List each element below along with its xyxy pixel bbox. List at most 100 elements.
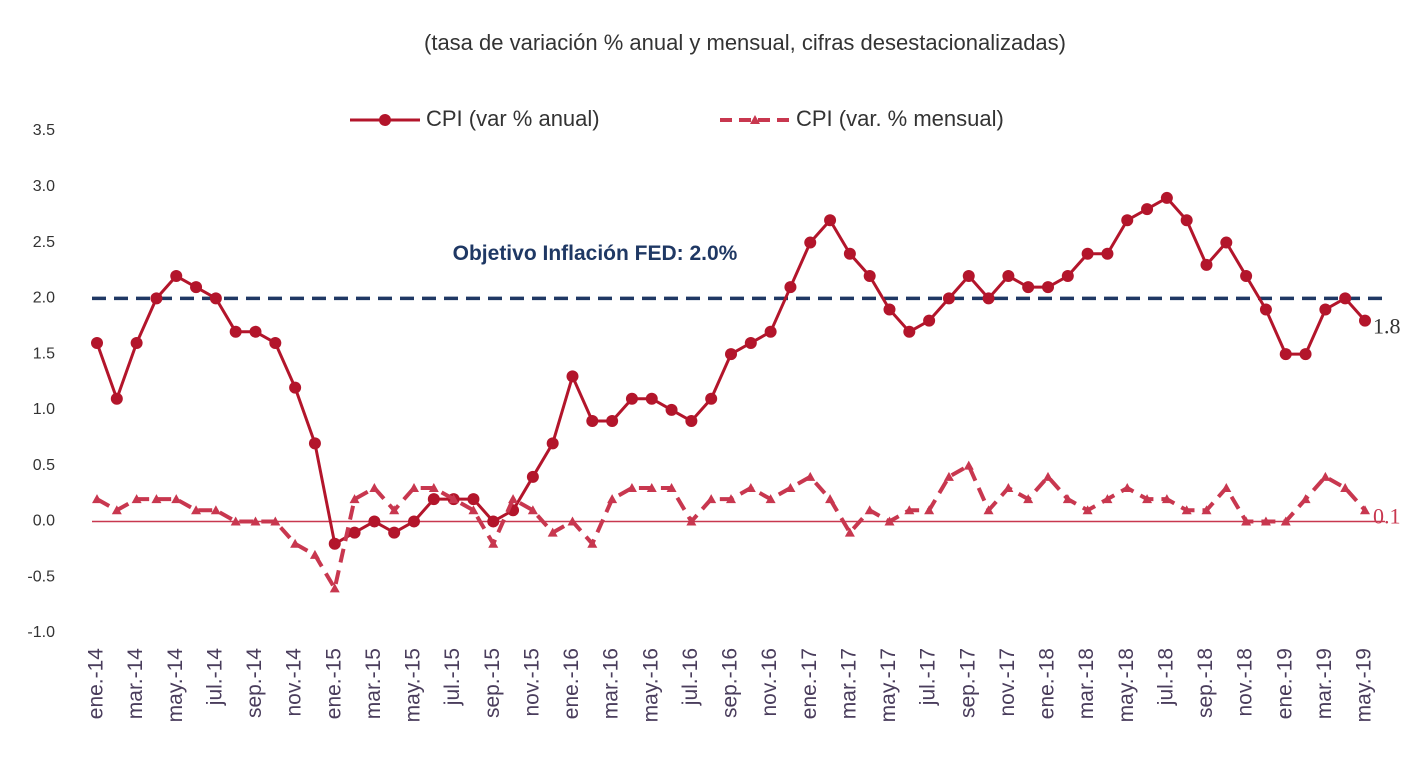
legend-marker: [750, 115, 760, 124]
series-line: [96, 463, 1367, 591]
point-marker: [646, 482, 657, 492]
x-tick-label: jul.-15: [441, 648, 464, 706]
point-marker: [645, 392, 658, 405]
x-tick-label: may.-17: [877, 648, 900, 722]
point-marker: [982, 292, 995, 305]
point-marker: [686, 516, 697, 526]
point-marker: [1081, 247, 1094, 260]
point-marker: [171, 494, 182, 504]
point-marker: [368, 515, 381, 528]
x-tick-label: may.-18: [1115, 648, 1138, 722]
point-marker: [1022, 281, 1035, 294]
point-marker: [805, 471, 816, 481]
point-marker: [706, 494, 717, 504]
y-tick-label: 1.5: [33, 345, 55, 362]
point-marker: [151, 494, 162, 504]
x-tick-label: may.-19: [1353, 648, 1376, 722]
x-tick-label: mar.-15: [362, 648, 385, 719]
point-marker: [804, 236, 817, 249]
point-marker: [725, 348, 737, 361]
point-marker: [566, 370, 579, 383]
point-marker: [665, 403, 678, 416]
x-tick-label: ene.-15: [322, 648, 345, 719]
point-marker: [467, 493, 480, 506]
point-marker: [1339, 292, 1352, 305]
point-marker: [942, 292, 955, 305]
x-tick-label: may.-15: [402, 648, 425, 722]
point-marker: [1360, 505, 1370, 515]
point-marker: [1320, 471, 1331, 481]
x-tick-label: jul.-18: [1154, 648, 1177, 706]
x-tick-label: mar.-14: [124, 648, 147, 720]
point-marker: [1220, 236, 1233, 249]
point-marker: [864, 505, 875, 515]
point-marker: [923, 314, 936, 327]
point-marker: [91, 336, 103, 349]
point-marker: [825, 494, 836, 504]
legend-label: CPI (var. % mensual): [796, 106, 1004, 131]
x-tick-label: nov.-16: [758, 648, 781, 717]
point-marker: [1061, 270, 1074, 283]
point-marker: [191, 505, 202, 515]
point-marker: [369, 482, 380, 492]
point-marker: [547, 527, 558, 537]
point-marker: [587, 538, 598, 548]
point-marker: [1003, 482, 1014, 492]
x-tick-label: ene.-19: [1273, 648, 1296, 719]
point-marker: [745, 482, 756, 492]
point-marker: [1340, 482, 1351, 492]
point-marker: [784, 281, 797, 294]
y-tick-label: 2.0: [33, 290, 55, 307]
point-marker: [487, 515, 500, 528]
point-marker: [546, 437, 559, 450]
point-marker: [348, 526, 361, 539]
point-marker: [1241, 516, 1252, 526]
target-label: Objetivo Inflación FED: 2.0%: [453, 242, 738, 265]
x-tick-label: mar.-19: [1313, 648, 1336, 719]
point-marker: [349, 494, 360, 504]
point-marker: [150, 292, 163, 305]
point-marker: [1180, 214, 1193, 227]
point-marker: [1279, 348, 1292, 361]
point-marker: [884, 516, 895, 526]
point-marker: [626, 482, 637, 492]
point-marker: [229, 325, 242, 338]
point-marker: [1260, 516, 1271, 526]
point-marker: [1201, 505, 1212, 515]
point-marker: [705, 392, 718, 405]
point-marker: [527, 505, 538, 515]
point-marker: [111, 505, 122, 515]
point-marker: [567, 516, 578, 526]
point-marker: [1200, 258, 1213, 271]
x-tick-label: may.-16: [639, 648, 662, 722]
point-marker: [1221, 482, 1232, 492]
point-marker: [983, 505, 994, 515]
point-marker: [209, 292, 222, 305]
x-tick-label: jul.-16: [679, 648, 702, 706]
y-tick-label: 0.0: [33, 513, 55, 530]
point-marker: [488, 538, 499, 548]
x-tick-label: jul.-17: [917, 648, 940, 706]
point-marker: [1160, 191, 1173, 204]
point-marker: [883, 303, 896, 316]
point-marker: [685, 415, 698, 428]
point-marker: [328, 537, 341, 550]
x-tick-label: sep.-15: [481, 648, 504, 718]
point-marker: [329, 583, 340, 593]
point-marker: [962, 270, 975, 283]
point-marker: [448, 494, 459, 504]
x-tick-label: mar.-18: [1075, 648, 1098, 719]
x-tick-label: ene.-14: [85, 648, 108, 720]
point-marker: [1240, 270, 1253, 283]
point-marker: [744, 336, 757, 349]
point-marker: [726, 494, 736, 504]
point-marker: [843, 247, 856, 260]
point-marker: [250, 516, 261, 526]
point-marker: [1142, 494, 1153, 504]
point-marker: [1002, 270, 1015, 283]
point-marker: [904, 505, 915, 515]
x-tick-label: nov.-14: [283, 648, 306, 717]
x-tick-label: ene.-18: [1036, 648, 1059, 719]
x-tick-label: nov.-18: [1234, 648, 1257, 717]
point-marker: [903, 325, 916, 338]
